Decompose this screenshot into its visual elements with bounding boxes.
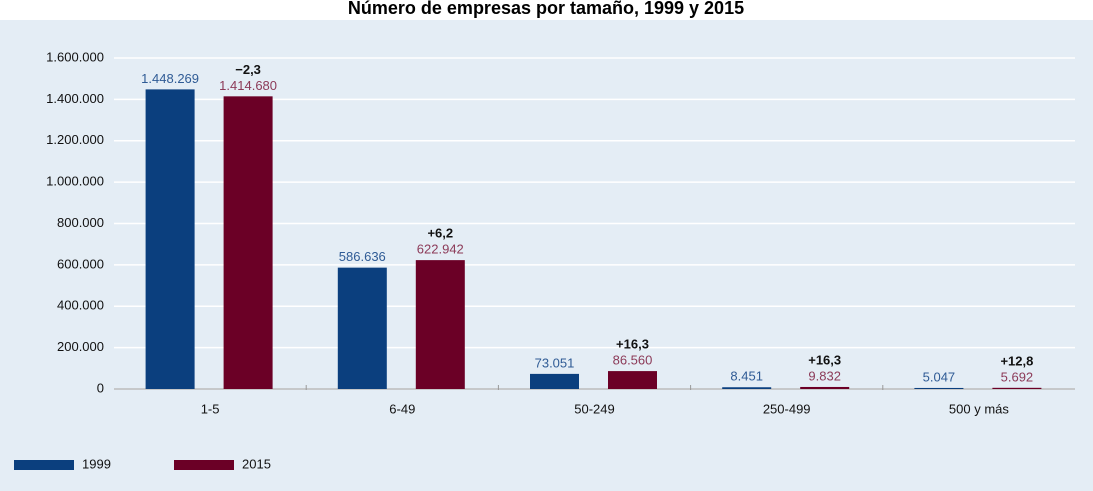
bar — [914, 387, 964, 389]
y-tick-label: 600.000 — [57, 256, 104, 271]
annotation: +6,2 — [427, 226, 453, 241]
value-label: 5.692 — [1001, 369, 1034, 384]
y-tick-label: 1.400.000 — [46, 91, 104, 106]
bar — [415, 260, 465, 389]
bar — [608, 371, 657, 389]
legend-swatch — [14, 460, 74, 470]
legend-label: 1999 — [82, 456, 111, 471]
x-tick-label: 6-49 — [389, 401, 415, 416]
value-label: 1.414.680 — [219, 78, 277, 93]
bar — [223, 96, 273, 389]
value-label: 9.832 — [808, 368, 841, 383]
y-tick-label: 1.600.000 — [46, 49, 104, 64]
annotation: +12,8 — [1000, 353, 1033, 368]
x-tick-label: 250-499 — [763, 401, 811, 416]
bar — [145, 89, 195, 390]
value-label: 1.448.269 — [141, 71, 199, 86]
value-label: 5.047 — [923, 369, 956, 384]
legend-label: 2015 — [242, 456, 271, 471]
chart-title: Número de empresas por tamaño, 1999 y 20… — [348, 0, 744, 18]
value-label: 73.051 — [535, 355, 575, 370]
bar — [722, 387, 772, 389]
y-tick-label: 1.000.000 — [46, 174, 104, 189]
y-tick-label: 200.000 — [57, 339, 104, 354]
bar — [337, 267, 387, 389]
y-tick-label: 800.000 — [57, 215, 104, 230]
x-tick-label: 500 y más — [949, 401, 1009, 416]
x-tick-label: 50-249 — [574, 401, 614, 416]
y-tick-label: 1.200.000 — [46, 132, 104, 147]
value-label: 8.451 — [730, 369, 763, 384]
y-tick-label: 400.000 — [57, 298, 104, 313]
bar — [992, 387, 1042, 389]
value-label: 586.636 — [339, 249, 386, 264]
legend-swatch — [174, 460, 234, 470]
bar — [800, 386, 850, 389]
annotation: −2,3 — [235, 62, 261, 77]
bar — [530, 373, 579, 389]
y-tick-label: 0 — [97, 380, 104, 395]
annotation: +16,3 — [616, 337, 649, 352]
annotation: +16,3 — [808, 352, 841, 367]
x-tick-label: 1-5 — [201, 401, 220, 416]
value-label: 86.560 — [613, 353, 653, 368]
value-label: 622.942 — [417, 242, 464, 257]
